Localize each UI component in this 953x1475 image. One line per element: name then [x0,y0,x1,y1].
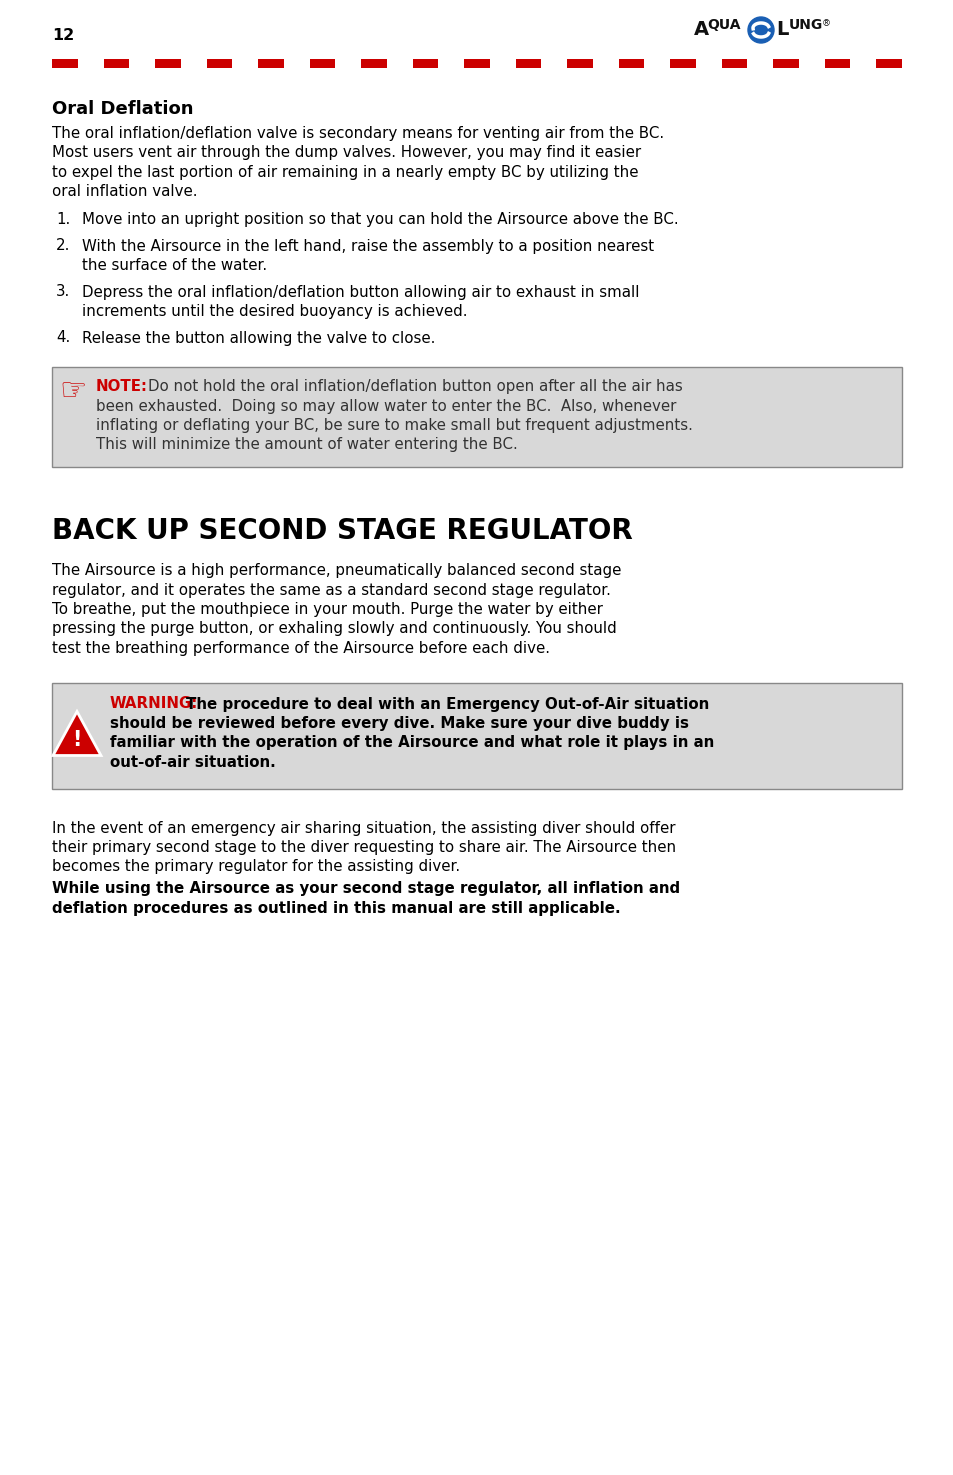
Text: been exhausted.  Doing so may allow water to enter the BC.  Also, whenever: been exhausted. Doing so may allow water… [96,398,676,413]
Bar [618,59,643,68]
Bar [52,59,78,68]
Text: NOTE:: NOTE: [96,379,148,394]
Text: The oral inflation/deflation valve is secondary means for venting air from the B: The oral inflation/deflation valve is se… [52,125,663,142]
Text: ®: ® [821,19,830,28]
Bar [772,59,798,68]
Bar [284,59,310,68]
Text: oral inflation valve.: oral inflation valve. [52,184,197,199]
Bar [233,59,258,68]
Text: While using the Airsource as your second stage regulator, all inflation and: While using the Airsource as your second… [52,881,679,895]
Bar [207,59,233,68]
Bar [669,59,695,68]
FancyBboxPatch shape [52,683,901,789]
Bar [335,59,361,68]
Text: Oral Deflation: Oral Deflation [52,100,193,118]
Text: UNG: UNG [788,18,822,32]
Text: To breathe, put the mouthpiece in your mouth. Purge the water by either: To breathe, put the mouthpiece in your m… [52,602,602,617]
Text: pressing the purge button, or exhaling slowly and continuously. You should: pressing the purge button, or exhaling s… [52,621,616,637]
Bar [849,59,875,68]
Text: should be reviewed before every dive. Make sure your dive buddy is: should be reviewed before every dive. Ma… [110,715,688,732]
Text: WARNING:: WARNING: [110,696,198,711]
Bar [104,59,130,68]
Text: test the breathing performance of the Airsource before each dive.: test the breathing performance of the Ai… [52,642,550,656]
Text: L: L [775,21,787,38]
Bar [258,59,284,68]
Text: The procedure to deal with an Emergency Out-of-Air situation: The procedure to deal with an Emergency … [186,696,708,711]
Bar [310,59,335,68]
Bar [181,59,207,68]
Text: 1.: 1. [56,212,71,227]
Text: Release the button allowing the valve to close.: Release the button allowing the valve to… [82,330,435,345]
Bar [566,59,592,68]
Bar [464,59,489,68]
Bar [875,59,901,68]
Text: to expel the last portion of air remaining in a nearly empty BC by utilizing the: to expel the last portion of air remaini… [52,165,638,180]
Bar [540,59,566,68]
Text: becomes the primary regulator for the assisting diver.: becomes the primary regulator for the as… [52,860,459,875]
Bar [489,59,515,68]
Text: !: ! [72,730,82,749]
Text: familiar with the operation of the Airsource and what role it plays in an: familiar with the operation of the Airso… [110,736,714,751]
Text: Most users vent air through the dump valves. However, you may find it easier: Most users vent air through the dump val… [52,146,640,161]
Bar [695,59,720,68]
Bar [78,59,104,68]
Polygon shape [53,711,101,755]
Text: A: A [693,21,708,38]
Bar [798,59,823,68]
Text: QUA: QUA [706,18,740,32]
Bar [438,59,464,68]
Bar [387,59,413,68]
Bar [823,59,849,68]
Text: 12: 12 [52,28,74,43]
Bar [361,59,387,68]
Text: ☞: ☞ [59,378,87,406]
Text: inflating or deflating your BC, be sure to make small but frequent adjustments.: inflating or deflating your BC, be sure … [96,417,692,434]
Text: With the Airsource in the left hand, raise the assembly to a position nearest: With the Airsource in the left hand, rai… [82,239,654,254]
Text: 4.: 4. [56,330,71,345]
Text: Do not hold the oral inflation/deflation button open after all the air has: Do not hold the oral inflation/deflation… [148,379,682,394]
Bar [746,59,772,68]
Text: out-of-air situation.: out-of-air situation. [110,755,275,770]
Text: Depress the oral inflation/deflation button allowing air to exhaust in small: Depress the oral inflation/deflation but… [82,285,639,299]
Text: BACK UP SECOND STAGE REGULATOR: BACK UP SECOND STAGE REGULATOR [52,518,632,544]
Text: This will minimize the amount of water entering the BC.: This will minimize the amount of water e… [96,438,517,453]
Text: increments until the desired buoyancy is achieved.: increments until the desired buoyancy is… [82,304,467,319]
Bar [643,59,669,68]
Text: Move into an upright position so that you can hold the Airsource above the BC.: Move into an upright position so that yo… [82,212,678,227]
Text: 3.: 3. [56,285,71,299]
Bar [155,59,181,68]
Bar [592,59,618,68]
Text: their primary second stage to the diver requesting to share air. The Airsource t: their primary second stage to the diver … [52,839,676,856]
Bar [720,59,746,68]
Bar [413,59,438,68]
Bar [515,59,540,68]
Text: In the event of an emergency air sharing situation, the assisting diver should o: In the event of an emergency air sharing… [52,820,675,835]
FancyBboxPatch shape [52,367,901,468]
Bar [130,59,155,68]
Text: The Airsource is a high performance, pneumatically balanced second stage: The Airsource is a high performance, pne… [52,563,620,578]
Text: 2.: 2. [56,239,71,254]
Text: the surface of the water.: the surface of the water. [82,258,267,273]
Text: regulator, and it operates the same as a standard second stage regulator.: regulator, and it operates the same as a… [52,583,610,597]
Ellipse shape [747,18,773,43]
Text: deflation procedures as outlined in this manual are still applicable.: deflation procedures as outlined in this… [52,901,620,916]
